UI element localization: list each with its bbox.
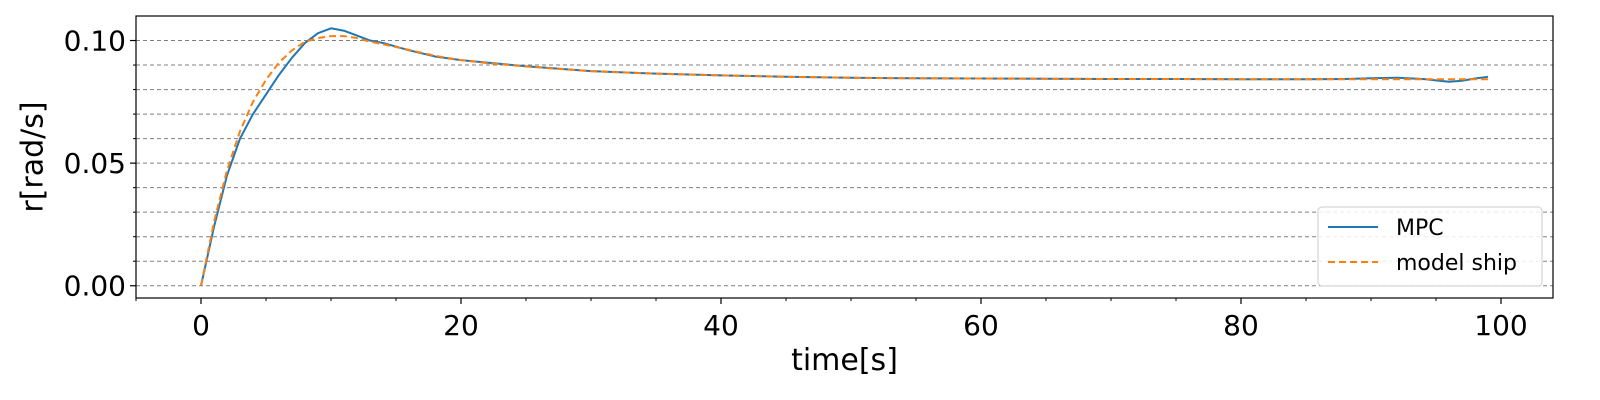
x-tick-label: 100 [1474, 309, 1527, 342]
y-tick-label: 0.00 [64, 270, 126, 303]
grid-lines [136, 40, 1553, 287]
series-line-model-ship [200, 35, 1488, 286]
x-tick-label: 40 [703, 309, 739, 342]
y-tick-label: 0.10 [64, 25, 126, 58]
legend: MPC model ship [1317, 206, 1543, 287]
plot-frame [135, 15, 1554, 299]
legend-label-model-ship: model ship [1396, 251, 1517, 276]
series-line-mpc [200, 27, 1489, 286]
legend-label-mpc: MPC [1396, 216, 1444, 241]
x-tick-label: 0 [192, 309, 210, 342]
y-tick-label: 0.05 [64, 147, 126, 180]
x-axis-label: time[s] [791, 343, 898, 378]
x-tick-label: 20 [443, 309, 479, 342]
y-axis-label: r[rad/s] [16, 101, 51, 212]
x-tick-label: 60 [963, 309, 999, 342]
x-tick-label: 80 [1223, 309, 1259, 342]
series-lines [200, 27, 1489, 286]
y-axis-ticks: 0.00 0.05 0.10 [64, 25, 136, 303]
x-axis-ticks: 0 20 40 60 80 100 [135, 298, 1528, 342]
